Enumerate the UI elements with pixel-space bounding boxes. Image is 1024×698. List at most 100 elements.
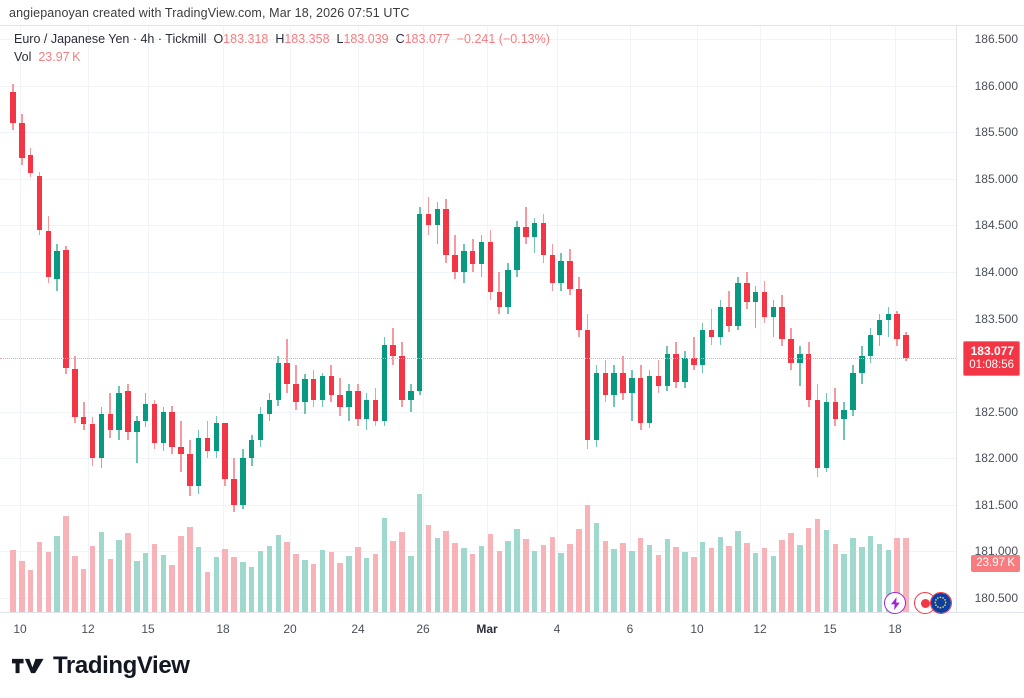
candle-wick	[180, 420, 182, 473]
volume-bar	[195, 547, 202, 612]
candle-body	[425, 214, 432, 226]
volume-bar	[425, 524, 432, 612]
candle-body	[682, 357, 688, 382]
time-tick-label: 10	[690, 622, 704, 636]
volume-bar	[478, 545, 485, 612]
candle-body	[390, 344, 396, 356]
candle-body	[178, 447, 184, 454]
volume-bar	[611, 548, 617, 612]
volume-bar	[708, 548, 715, 612]
candle-wick	[631, 369, 633, 421]
candle-body	[531, 223, 538, 237]
volume-bar	[54, 536, 60, 612]
candle-body	[629, 378, 635, 394]
candle-body	[266, 400, 273, 414]
candle-body	[213, 422, 220, 451]
candle-body	[89, 423, 96, 459]
volume-bar	[284, 542, 290, 612]
volume-bar	[664, 539, 670, 612]
volume-bar	[806, 528, 812, 612]
tradingview-footer: TradingView	[12, 652, 190, 680]
candle-body	[461, 251, 467, 272]
candle-body	[195, 437, 202, 487]
volume-bar	[107, 559, 113, 612]
volume-bar	[523, 538, 529, 612]
price-tick-label: 186.500	[974, 32, 1018, 46]
volume-bar	[629, 551, 635, 612]
candle-body	[248, 439, 255, 459]
volume-bar	[797, 544, 803, 612]
eu-flag-graphic	[931, 593, 951, 613]
candle-body	[903, 335, 909, 358]
candle-body	[867, 335, 874, 356]
gridline-vertical	[223, 26, 224, 612]
chart-plot-area[interactable]	[0, 25, 956, 612]
volume-bar	[584, 504, 591, 612]
volume-bar	[735, 531, 741, 612]
candle-body	[478, 242, 485, 265]
volume-bar	[717, 536, 724, 612]
candle-body	[487, 242, 494, 293]
price-axis[interactable]: 186.500 186.000 185.500 185.000 184.500 184.0…	[956, 25, 1024, 612]
volume-bar	[814, 518, 821, 612]
volume-bar	[240, 562, 246, 612]
gridline-vertical	[630, 26, 631, 612]
volume-bar	[381, 517, 388, 612]
candle-body	[894, 313, 900, 339]
volume-bar	[266, 546, 273, 612]
gridline-horizontal	[0, 39, 956, 40]
candle-body	[240, 458, 246, 505]
candle-wick	[799, 346, 801, 386]
candle-body	[284, 363, 290, 384]
volume-bar	[832, 544, 838, 612]
volume-bar	[894, 538, 900, 612]
candle-body	[646, 376, 653, 423]
volume-bar	[160, 554, 167, 612]
volume-bar	[372, 553, 379, 612]
volume-bar	[19, 561, 25, 612]
lightning-icon[interactable]	[884, 592, 906, 614]
candle-body	[187, 453, 193, 487]
volume-bar	[337, 563, 343, 612]
candle-body	[275, 363, 281, 401]
price-tick-label: 180.500	[974, 591, 1018, 605]
volume-bar	[98, 531, 105, 612]
candle-body	[116, 393, 122, 431]
volume-bar	[682, 552, 688, 612]
volume-bar	[788, 533, 794, 612]
candle-body	[752, 292, 759, 302]
volume-bar	[646, 544, 653, 612]
time-axis[interactable]: 10 12 15 18 20 24 26 Mar 4 6 10 12 15 18	[0, 612, 1024, 646]
candle-wick	[693, 337, 695, 370]
candle-body	[80, 417, 87, 424]
time-tick-label: Mar	[476, 622, 498, 636]
candle-body	[611, 372, 617, 395]
gridline-vertical	[557, 26, 558, 612]
volume-value-label: 23.97 K	[971, 554, 1020, 572]
eu-flag-icon[interactable]	[930, 592, 952, 614]
candle-body	[744, 283, 750, 302]
volume-bar	[452, 543, 458, 612]
candle-wick	[887, 307, 890, 338]
gridline-horizontal	[0, 318, 956, 320]
gridline-vertical	[20, 26, 21, 612]
candle-body	[372, 400, 379, 421]
candle-body	[567, 260, 573, 289]
volume-bar	[116, 539, 122, 612]
gridline-vertical	[88, 26, 89, 612]
gridline-horizontal	[0, 225, 956, 227]
candle-body	[673, 353, 679, 382]
volume-bar	[222, 549, 228, 612]
volume-bar	[36, 541, 43, 612]
time-tick-label: 26	[416, 622, 430, 636]
candle-body	[832, 402, 838, 420]
volume-bar	[399, 532, 405, 612]
candle-body	[363, 400, 370, 420]
volume-bar	[761, 547, 768, 612]
volume-bar	[903, 538, 909, 612]
price-tick-label: 186.000	[974, 78, 1018, 93]
candle-wick	[135, 416, 138, 463]
volume-bar	[885, 549, 892, 612]
time-tick-label: 15	[823, 622, 837, 636]
volume-bar	[302, 559, 308, 612]
